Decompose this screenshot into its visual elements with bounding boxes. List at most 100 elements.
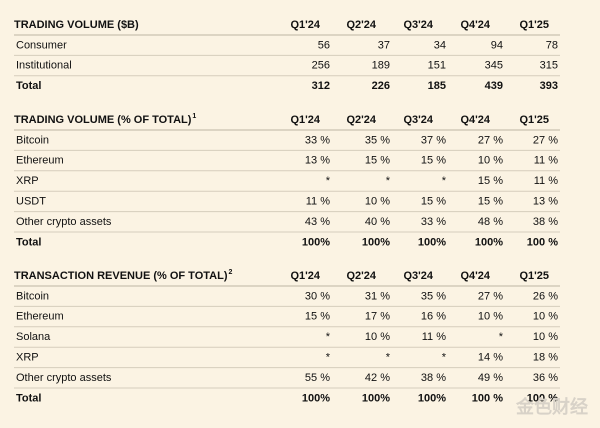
cell-value: 393 [540,80,558,92]
cell-value: 13 % [533,196,558,208]
cell-value: 78 [546,39,558,51]
cell-value: 34 [434,39,446,51]
cell-value: 56 [318,39,330,51]
row-label: XRP [16,352,39,364]
column-header: Q3'24 [403,270,433,282]
section-title: TRADING VOLUME ($B) [14,19,139,31]
row-label: Consumer [16,39,67,51]
row-label: Other crypto assets [16,372,112,384]
column-header: Q1'25 [519,270,549,282]
cell-value: 18 % [533,352,558,364]
column-header: Q1'25 [519,114,549,126]
row-label: XRP [16,175,39,187]
cell-value: 10 % [533,331,558,343]
cell-value: 33 % [305,134,330,146]
column-header: Q4'24 [460,19,490,31]
column-header: Q4'24 [460,114,490,126]
cell-value: 11 % [306,196,330,208]
cell-value: 100% [302,392,330,404]
row-label: Total [16,236,41,248]
cell-value: 49 % [478,372,503,384]
cell-value: 10 % [365,196,390,208]
cell-value: 100% [418,392,446,404]
cell-value: 38 % [421,372,446,384]
cell-value: 40 % [365,216,390,228]
cell-value: 26 % [533,290,558,302]
row-label: Ethereum [16,311,64,323]
cell-value: 312 [312,80,330,92]
cell-value: 10 % [478,155,503,167]
cell-value: 15 % [478,175,503,187]
cell-value: 15 % [478,196,503,208]
cell-value: * [499,331,504,343]
cell-value: * [386,175,391,187]
watermark: 金色财经 [515,396,588,417]
cell-value: 345 [485,60,503,72]
cell-value: 38 % [533,216,558,228]
row-label: Solana [16,331,51,343]
cell-value: 17 % [365,311,390,323]
cell-value: 10 % [478,311,503,323]
footnote-mark: 2 [228,269,232,276]
column-header: Q1'24 [290,19,320,31]
row-label: Ethereum [16,155,64,167]
cell-value: * [442,175,447,187]
cell-value: * [326,331,331,343]
cell-value: 27 % [478,290,503,302]
cell-value: 315 [540,60,558,72]
cell-value: 151 [428,60,446,72]
row-label: USDT [16,196,46,208]
column-header: Q1'24 [290,114,320,126]
cell-value: 30 % [305,290,330,302]
cell-value: 15 % [421,155,446,167]
column-header: Q2'24 [346,114,376,126]
column-header: Q2'24 [346,19,376,31]
column-header: Q2'24 [346,270,376,282]
cell-value: 226 [372,80,390,92]
cell-value: 27 % [478,134,503,146]
cell-value: 36 % [533,372,558,384]
cell-value: 94 [491,39,503,51]
cell-value: 100% [362,392,390,404]
column-header: Q1'25 [519,19,549,31]
cell-value: 15 % [365,155,390,167]
section-title: TRANSACTION REVENUE (% OF TOTAL) [14,270,228,282]
cell-value: 11 % [534,175,558,187]
cell-value: 33 % [421,216,446,228]
row-label: Bitcoin [16,134,49,146]
cell-value: 43 % [305,216,330,228]
cell-value: 27 % [533,134,558,146]
cell-value: 15 % [421,196,446,208]
row-label: Institutional [16,60,72,72]
cell-value: 35 % [365,134,390,146]
row-label: Total [16,80,41,92]
cell-value: * [442,352,447,364]
cell-value: 100 % [527,236,558,248]
cell-value: * [386,352,391,364]
cell-value: 100% [302,236,330,248]
cell-value: 256 [312,60,330,72]
cell-value: 100% [475,236,503,248]
section-title: TRADING VOLUME (% OF TOTAL) [14,114,192,126]
cell-value: 10 % [365,331,390,343]
cell-value: 42 % [365,372,390,384]
footnote-mark: 1 [192,113,196,120]
cell-value: 15 % [305,311,330,323]
column-header: Q3'24 [403,19,433,31]
column-header: Q4'24 [460,270,490,282]
row-label: Bitcoin [16,290,49,302]
cell-value: 35 % [421,290,446,302]
cell-value: 13 % [305,155,330,167]
column-header: Q1'24 [290,270,320,282]
cell-value: 100 % [472,392,503,404]
row-label: Total [16,392,41,404]
cell-value: 31 % [365,290,390,302]
cell-value: 48 % [478,216,503,228]
cell-value: 185 [428,80,446,92]
cell-value: 11 % [534,155,558,167]
cell-value: 10 % [533,311,558,323]
column-header: Q3'24 [403,114,433,126]
cell-value: 55 % [305,372,330,384]
